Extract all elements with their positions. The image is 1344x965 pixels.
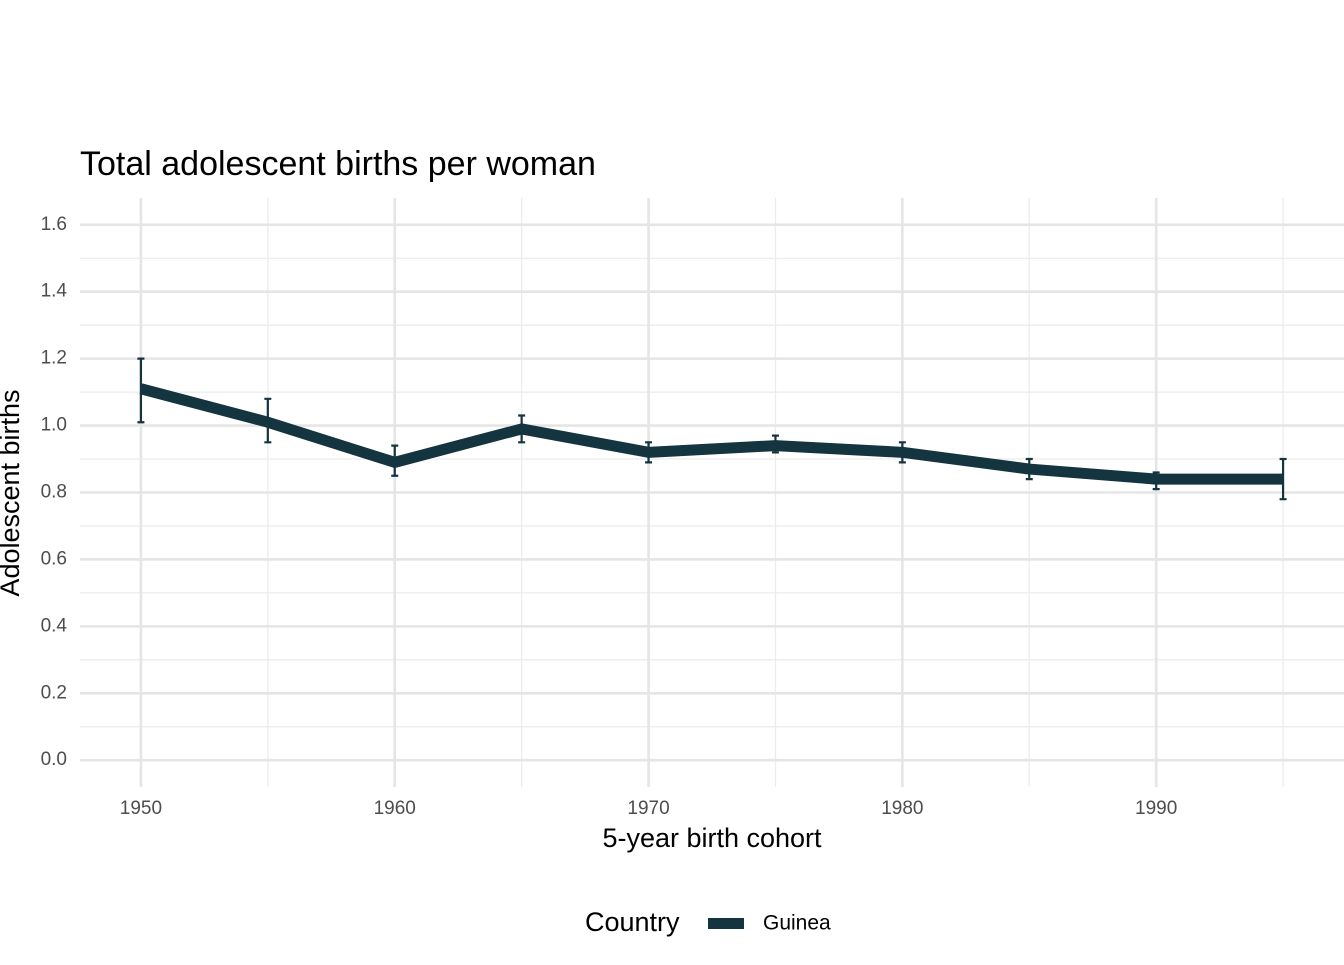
legend-title: Country: [585, 907, 680, 937]
y-tick-label: 0.8: [41, 482, 67, 503]
y-tick-label: 0.0: [41, 749, 67, 770]
x-tick-label: 1950: [120, 798, 162, 819]
legend-swatch: [708, 918, 744, 929]
marks: [137, 357, 1287, 501]
x-tick-label: 1970: [627, 798, 669, 819]
y-tick-label: 1.6: [41, 214, 67, 235]
legend-label: Guinea: [763, 912, 831, 935]
y-tick-label: 0.2: [41, 682, 67, 703]
y-axis-label: Adolescent births: [0, 389, 25, 596]
grid: [80, 198, 1344, 787]
y-tick-label: 1.0: [41, 415, 67, 436]
series-line: [139, 383, 1284, 485]
y-tick-label: 1.4: [41, 281, 68, 302]
x-tick-label: 1960: [374, 798, 416, 819]
x-axis-label: 5-year birth cohort: [602, 823, 822, 853]
y-tick-label: 0.6: [41, 548, 67, 569]
y-tick-label: 0.4: [41, 615, 68, 636]
x-tick-label: 1980: [881, 798, 923, 819]
y-tick-label: 1.2: [41, 348, 67, 369]
x-tick-label: 1990: [1135, 798, 1177, 819]
chart-title: Total adolescent births per woman: [80, 145, 596, 183]
